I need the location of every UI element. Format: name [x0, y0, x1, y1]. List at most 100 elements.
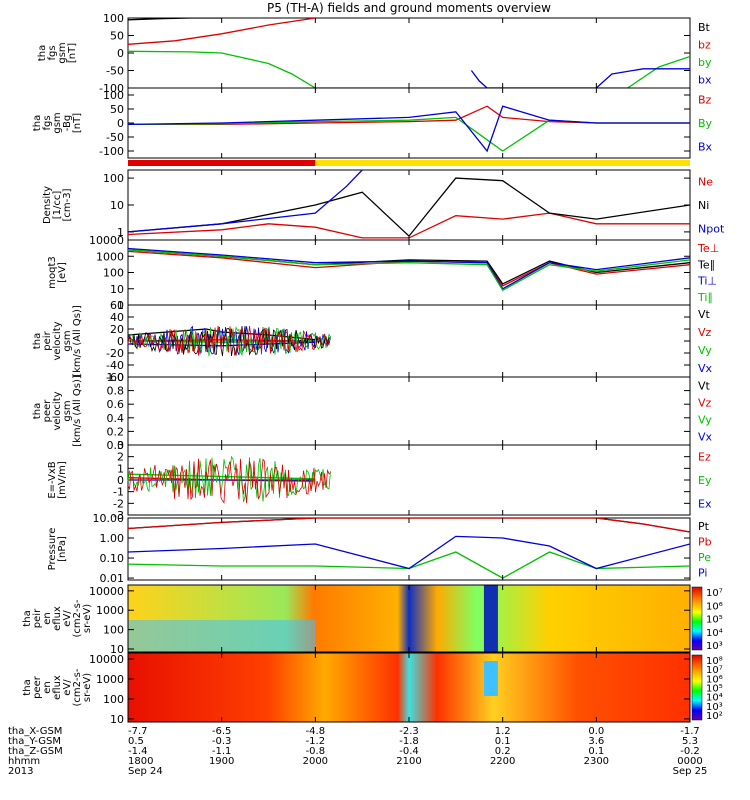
panel-9: 10000 1000 100 10 tha peir en eflux eV/(cm2-s-sr…	[22, 584, 723, 656]
y-tick-label: -2	[113, 497, 124, 510]
y-axis-label: peir	[32, 608, 43, 628]
y-axis-label: velocity	[52, 391, 63, 430]
series-by	[128, 50, 690, 88]
x-row-label: 2013	[8, 766, 33, 777]
x-tick-label: -0.3	[212, 736, 232, 747]
y-axis-label: [nT]	[67, 43, 78, 63]
x-tick-label: -0.4	[399, 746, 419, 757]
series-Bt	[128, 18, 222, 21]
series-Bx	[128, 105, 690, 153]
y-axis-label: [mV/m]	[57, 461, 68, 499]
x-tick-label: 2300	[584, 756, 609, 767]
y-tick-label: 0.6	[107, 398, 125, 411]
panel-frame	[127, 376, 691, 446]
legend-Te∥: Te∥	[697, 258, 715, 271]
y-tick-label: 50	[110, 30, 124, 43]
y-tick-label: -20	[106, 347, 124, 360]
y-tick-label: 0	[117, 335, 124, 348]
y-tick-label: 10	[110, 643, 124, 656]
x-tick-label: 1.2	[495, 726, 511, 737]
y-tick-label: -60	[106, 371, 124, 384]
x-tick-label: -6.5	[212, 726, 232, 737]
series-Ti⊥	[128, 247, 690, 290]
y-axis-label: tha	[32, 115, 43, 131]
y-tick-label: 100	[103, 89, 124, 102]
y-tick-label: 100	[103, 267, 124, 280]
x-tick-label: 2000	[303, 756, 328, 767]
colorbar-tick-label: 10⁵	[706, 684, 723, 695]
y-axis-label: gsm	[62, 330, 73, 351]
y-tick-label: 1000	[96, 673, 124, 686]
series-Pe	[128, 551, 690, 579]
x-tick-label: 1900	[209, 756, 234, 767]
x-tick-label: -1.1	[212, 746, 232, 757]
y-tick-label: 60	[110, 299, 124, 312]
y-axis-label: sr-eV)	[82, 673, 93, 702]
colorbar-tick-label: 10⁷	[706, 588, 723, 599]
y-axis-label: sr-eV)	[82, 604, 93, 633]
x-tick-label: 0.5	[128, 736, 144, 747]
noise-trace	[127, 325, 331, 357]
y-tick-label: 0.10	[100, 552, 125, 565]
x-tick-label: -0.8	[306, 746, 326, 757]
y-tick-label: 1000	[96, 604, 124, 617]
colorbar	[691, 654, 703, 721]
y-axis-label: gsm	[52, 112, 63, 133]
series-bz	[128, 18, 316, 45]
legend-Ey: Ey	[698, 474, 712, 487]
y-tick-label: 1	[117, 226, 124, 239]
legend-by: by	[698, 56, 712, 69]
y-axis-label: gsm	[57, 42, 68, 63]
y-axis-label: [nT]	[72, 113, 83, 133]
legend-Vy: Vy	[698, 344, 712, 357]
noise-trace	[127, 455, 331, 503]
x-tick-label: 0.0	[588, 726, 604, 737]
x-tick-label: Sep 25	[673, 766, 708, 777]
y-tick-label: -3	[113, 509, 124, 522]
y-tick-label: 100	[103, 172, 124, 185]
x-tick-label: -0.2	[680, 746, 700, 757]
y-tick-label: 100	[103, 624, 124, 637]
x-row-label: tha_Y-GSM	[8, 736, 61, 747]
y-tick-label: -50	[106, 65, 124, 78]
x-tick-label: -1.4	[128, 746, 148, 757]
colorbar-tick-label: 10³	[706, 702, 723, 713]
series-Bz	[128, 105, 690, 126]
legend-Bt: Bt	[698, 21, 711, 34]
legend-Vt: Vt	[698, 308, 711, 321]
y-tick-label: 10.00	[93, 512, 125, 525]
legend-Bx: Bx	[698, 140, 713, 153]
y-tick-label: 0.0	[107, 439, 125, 452]
status-bar-red	[128, 160, 316, 166]
x-tick-label: -4.8	[306, 726, 326, 737]
colorbar-tick-label: 10⁴	[706, 693, 723, 704]
x-tick-label: -2.3	[399, 726, 419, 737]
panel-10: 10000 1000 100 10 tha peer en eflux eV/(cm2-s-sr…	[22, 652, 723, 726]
electron-spectrogram-gap	[483, 661, 498, 696]
legend-Vy: Vy	[698, 414, 712, 427]
legend-Ti∥: Ti∥	[697, 291, 713, 304]
y-tick-label: 10000	[89, 234, 124, 247]
y-axis-label: [nPa]	[57, 536, 68, 562]
legend-Pi: Pi	[698, 566, 707, 579]
y-axis-label: [eV]	[57, 262, 68, 283]
y-axis-label: [cm-3]	[62, 188, 73, 221]
noise-panel-7	[127, 455, 331, 504]
legend-Ez: Ez	[698, 451, 711, 464]
y-axis-label: tha	[22, 679, 33, 695]
series-Pi	[128, 535, 690, 570]
y-tick-label: 1	[117, 299, 124, 312]
y-axis-label: Density	[42, 186, 53, 224]
y-tick-label: 0	[117, 474, 124, 487]
x-row-label: tha_X-GSM	[8, 726, 62, 737]
x-tick-label: -1.8	[399, 736, 419, 747]
ion-spectrogram-gap	[483, 585, 498, 652]
y-tick-label: 10	[110, 283, 124, 296]
legend-Pb: Pb	[698, 535, 712, 548]
ion-spectrogram-low-energy	[128, 620, 316, 652]
y-tick-label: 2	[117, 451, 124, 464]
legend-bz: bz	[698, 38, 711, 51]
legend-Vz: Vz	[698, 326, 712, 339]
series-Ni	[128, 177, 690, 238]
y-tick-label: -100	[99, 145, 124, 158]
